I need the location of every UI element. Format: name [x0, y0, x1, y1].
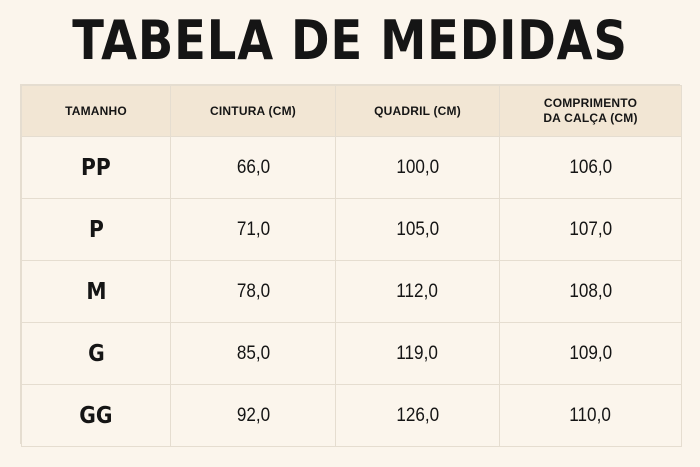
table-row: G 85,0 119,0 109,0: [21, 322, 682, 385]
cell-size: P: [21, 198, 171, 261]
table-header-row: TAMANHO CINTURA (CM) QUADRIL (CM) COMPRI…: [21, 85, 682, 137]
quadril-value: 119,0: [396, 342, 439, 364]
measurements-table: TAMANHO CINTURA (CM) QUADRIL (CM) COMPRI…: [21, 85, 682, 447]
size-chart-table: TAMANHO CINTURA (CM) QUADRIL (CM) COMPRI…: [20, 84, 682, 447]
quadril-value: 112,0: [396, 280, 439, 302]
size-label: PP: [81, 154, 111, 181]
comprimento-value: 110,0: [569, 404, 612, 426]
cintura-value: 66,0: [236, 156, 270, 178]
cell-size: GG: [21, 384, 171, 447]
cell-quadril: 126,0: [335, 384, 500, 447]
comprimento-value: 107,0: [569, 218, 612, 240]
table-row: GG 92,0 126,0 110,0: [21, 384, 682, 447]
size-label: GG: [79, 402, 113, 429]
cell-comprimento: 109,0: [499, 322, 682, 385]
cell-quadril: 100,0: [335, 136, 500, 199]
cell-cintura: 66,0: [170, 136, 336, 199]
cintura-value: 71,0: [236, 218, 270, 240]
cell-size: G: [21, 322, 171, 385]
cell-size: M: [21, 260, 171, 323]
quadril-value: 126,0: [396, 404, 439, 426]
header-cintura: CINTURA (CM): [170, 85, 336, 137]
comprimento-value: 106,0: [569, 156, 612, 178]
cell-size: PP: [21, 136, 171, 199]
cell-quadril: 112,0: [335, 260, 500, 323]
cell-cintura: 85,0: [170, 322, 336, 385]
comprimento-value: 109,0: [569, 342, 612, 364]
header-quadril: QUADRIL (CM): [335, 85, 500, 137]
quadril-value: 100,0: [396, 156, 439, 178]
cell-quadril: 105,0: [335, 198, 500, 261]
table-row: M 78,0 112,0 108,0: [21, 260, 682, 323]
comprimento-value: 108,0: [569, 280, 612, 302]
table-row: P 71,0 105,0 107,0: [21, 198, 682, 261]
quadril-value: 105,0: [396, 218, 439, 240]
cell-cintura: 92,0: [170, 384, 336, 447]
cell-comprimento: 110,0: [499, 384, 682, 447]
size-label: G: [87, 340, 105, 367]
cell-cintura: 78,0: [170, 260, 336, 323]
cell-comprimento: 106,0: [499, 136, 682, 199]
header-tamanho: TAMANHO: [21, 85, 171, 137]
cintura-value: 78,0: [236, 280, 270, 302]
cell-comprimento: 107,0: [499, 198, 682, 261]
page-title: TABELA DE MEDIDAS: [72, 9, 628, 72]
size-label: M: [85, 278, 107, 305]
cell-quadril: 119,0: [335, 322, 500, 385]
table-row: PP 66,0 100,0 106,0: [21, 136, 682, 199]
cell-cintura: 71,0: [170, 198, 336, 261]
cintura-value: 92,0: [236, 404, 270, 426]
size-label: P: [88, 216, 104, 243]
header-comprimento: COMPRIMENTO DA CALÇA (CM): [499, 85, 682, 137]
cintura-value: 85,0: [236, 342, 270, 364]
cell-comprimento: 108,0: [499, 260, 682, 323]
